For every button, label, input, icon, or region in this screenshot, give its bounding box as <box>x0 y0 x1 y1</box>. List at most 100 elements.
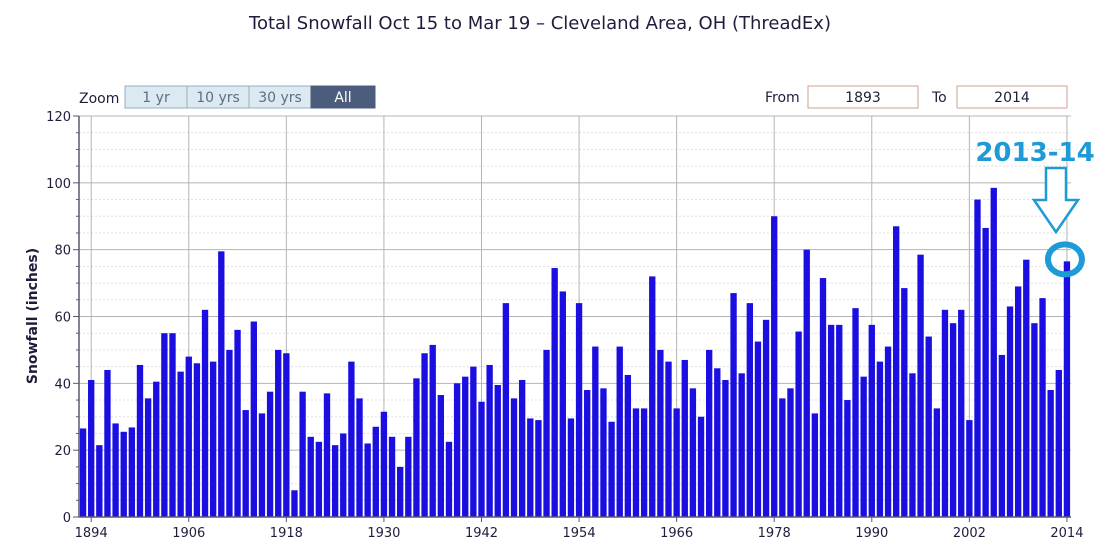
bar-1971 <box>714 368 721 517</box>
x-tick-label: 1930 <box>367 526 400 541</box>
bar-1946 <box>510 398 518 517</box>
bar-1980 <box>787 388 794 517</box>
y-tick-label: 60 <box>54 311 71 326</box>
bar-2009 <box>1023 259 1030 517</box>
bar-1984 <box>819 278 827 517</box>
to-input[interactable]: 2014 <box>956 85 1068 109</box>
bar-1936 <box>429 344 436 517</box>
bar-2010 <box>1031 323 1038 517</box>
zoom-button-10yrs-label: 10 yrs <box>196 90 240 106</box>
bar-2001 <box>958 309 965 517</box>
x-tick-label: 2002 <box>953 526 986 541</box>
bar-1963 <box>649 276 656 517</box>
bar-1985 <box>827 324 835 517</box>
bar-series <box>79 187 1071 518</box>
bar-1987 <box>844 400 851 517</box>
bar-1933 <box>405 436 412 517</box>
bar-2003 <box>974 199 981 517</box>
bar-2013 <box>1055 369 1062 517</box>
bar-1903 <box>161 333 168 517</box>
from-input[interactable]: 1893 <box>807 85 919 109</box>
zoom-button-all-label: All <box>334 90 351 106</box>
x-tick-label: 1942 <box>465 526 498 541</box>
bar-2004 <box>982 227 989 517</box>
x-tick-labels: 1894 1906 1918 1930 1942 1954 1966 1978 1990 2002… <box>75 526 1084 541</box>
bar-1956 <box>592 346 599 517</box>
zoom-button-1yr-label: 1 yr <box>142 90 170 106</box>
from-label: From <box>765 90 800 106</box>
bar-2014 <box>1063 261 1071 517</box>
bar-1978 <box>771 216 778 517</box>
bar-1975 <box>746 303 753 517</box>
bar-1901 <box>144 398 152 517</box>
x-tick-label: 1918 <box>270 526 303 541</box>
bar-1924 <box>331 445 339 517</box>
zoom-button-all[interactable]: All <box>310 85 376 109</box>
bar-1939 <box>453 383 461 517</box>
bar-1961 <box>632 408 640 517</box>
bar-1902 <box>153 381 160 517</box>
zoom-button-1yr[interactable]: 1 yr <box>124 85 188 109</box>
bar-1898 <box>120 431 127 517</box>
bar-1979 <box>779 398 786 517</box>
zoom-button-30yrs[interactable]: 30 yrs <box>248 85 312 109</box>
x-tick-label: 1966 <box>660 526 693 541</box>
bar-1908 <box>201 309 209 517</box>
highlight-circle-icon <box>1044 241 1085 278</box>
bar-1967 <box>681 359 688 517</box>
y-axis-title: Snowfall (inches) <box>25 248 41 384</box>
bar-2002 <box>966 420 973 517</box>
bar-1955 <box>584 390 591 517</box>
bar-1919 <box>291 490 298 517</box>
bar-1914 <box>250 321 257 517</box>
zoom-button-30yrs-label: 30 yrs <box>258 90 302 106</box>
x-tick-label: 1954 <box>563 526 596 541</box>
bar-1973 <box>730 293 737 517</box>
to-input-value: 2014 <box>994 90 1030 106</box>
y-tick-labels: 0 20 40 60 80 100 120 <box>46 110 71 526</box>
y-tick-label: 20 <box>54 444 71 459</box>
bar-1995 <box>909 373 916 517</box>
bar-1953 <box>567 418 575 517</box>
bar-1929 <box>372 426 379 517</box>
bar-1942 <box>478 401 485 517</box>
bar-1915 <box>258 413 266 517</box>
bar-1900 <box>136 364 144 517</box>
axes <box>73 115 1071 522</box>
bar-1920 <box>299 391 306 517</box>
bar-2007 <box>1006 306 1014 517</box>
bar-1926 <box>348 361 355 517</box>
bar-1951 <box>551 268 558 517</box>
callout-label: 2013-14 <box>975 138 1094 168</box>
y-tick-label: 0 <box>63 511 71 526</box>
chart-title: Total Snowfall Oct 15 to Mar 19 – Clevel… <box>248 13 831 34</box>
bar-1957 <box>600 388 607 517</box>
bar-1962 <box>640 408 648 517</box>
bar-1897 <box>112 423 119 517</box>
bar-1944 <box>494 385 501 517</box>
bar-1960 <box>624 374 632 517</box>
bar-2011 <box>1039 298 1046 517</box>
bar-1948 <box>527 418 534 517</box>
callout-annotation: 2013-14 <box>975 138 1095 278</box>
bar-1976 <box>754 341 762 517</box>
bar-1934 <box>413 378 420 517</box>
bar-1916 <box>266 391 274 517</box>
bar-1991 <box>876 361 884 517</box>
bar-1949 <box>535 420 542 517</box>
zoom-label: Zoom <box>79 91 119 107</box>
bar-1958 <box>608 421 615 517</box>
x-tick-label: 1990 <box>855 526 888 541</box>
zoom-button-10yrs[interactable]: 10 yrs <box>186 85 250 109</box>
bar-2005 <box>990 187 997 518</box>
bar-1986 <box>836 324 843 517</box>
bar-1931 <box>388 436 396 517</box>
bar-1981 <box>795 331 802 517</box>
bar-1910 <box>218 251 225 517</box>
zoom-controls: Zoom 1 yr 10 yrs 30 yrs All <box>79 85 376 109</box>
bar-1938 <box>445 441 453 517</box>
range-selector: From 1893 To 2014 <box>765 85 1068 109</box>
y-tick-label: 40 <box>54 377 71 392</box>
bar-1930 <box>380 411 388 517</box>
